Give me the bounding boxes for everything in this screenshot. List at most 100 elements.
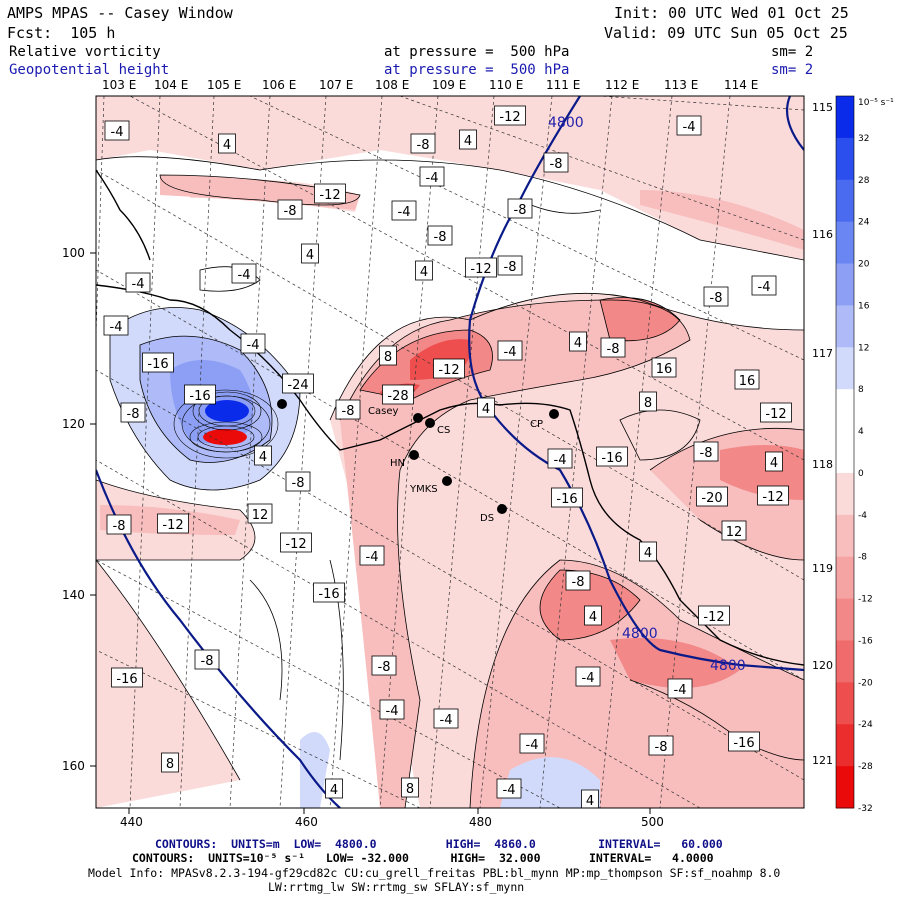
svg-text:-4: -4 <box>526 738 539 753</box>
vorticity-contour-label: -4 <box>379 699 405 720</box>
lon-label: 108 E <box>375 78 409 92</box>
svg-text:-8: -8 <box>417 138 430 153</box>
svg-text:-8: -8 <box>504 260 517 275</box>
lon-label: 105 E <box>207 78 241 92</box>
svg-text:-4: -4 <box>110 320 123 335</box>
field2-name: Geopotential height <box>9 62 170 78</box>
colorbar-label: -8 <box>858 553 867 563</box>
vorticity-contour-label: -8 <box>120 402 146 423</box>
field1-smoothing: sm= 2 <box>771 44 814 60</box>
vorticity-contour-label: -4 <box>575 666 601 687</box>
colorbar-swatch <box>836 682 854 725</box>
station-markers <box>277 399 559 514</box>
vorticity-contour-label: -4 <box>231 263 257 284</box>
forecast-hour: Fcst: 105 h <box>7 24 116 42</box>
lat-label: 115 E <box>812 101 843 114</box>
svg-text:-4: -4 <box>683 120 696 135</box>
vorticity-contour-label: -20 <box>696 486 728 507</box>
vorticity-contour-label: -12 <box>433 358 465 379</box>
x-tick-label: 500 <box>641 815 664 829</box>
svg-text:8: 8 <box>644 396 652 411</box>
vorticity-contour-label: -4 <box>103 315 129 336</box>
lon-label: 113 E <box>664 78 698 92</box>
vorticity-contour-label: -4 <box>125 272 151 293</box>
svg-text:-8: -8 <box>607 342 620 357</box>
vorticity-contour-label: -4 <box>391 200 417 221</box>
vorticity-contour-label: -12 <box>494 105 526 126</box>
colorbar-swatch <box>836 179 854 223</box>
svg-text:4: 4 <box>306 248 314 263</box>
colorbar-label: -4 <box>858 511 867 521</box>
svg-text:-8: -8 <box>655 740 668 755</box>
x-axis-labels: 440 460 480 500 <box>120 815 664 829</box>
colorbar-label: 0 <box>858 469 864 479</box>
height-label: 4800 <box>710 658 746 674</box>
vorticity-contour-label: 12 <box>721 520 747 541</box>
right-lat-labels: 115 E 116 E 117 E 118 E 119 E 120 E 121 … <box>812 101 843 767</box>
colorbar-swatch <box>836 347 854 390</box>
tight-contour-cluster <box>173 389 279 459</box>
svg-text:-4: -4 <box>132 277 145 292</box>
height-label: 4800 <box>622 626 658 642</box>
vorticity-contour-label: 12 <box>247 503 273 524</box>
svg-text:-12: -12 <box>703 610 724 625</box>
vorticity-contours <box>96 156 804 808</box>
svg-text:-4: -4 <box>386 704 399 719</box>
vorticity-contour-label: 4 <box>569 331 587 352</box>
vorticity-contour-label: -12 <box>157 513 189 534</box>
vorticity-contour-label: -8 <box>497 255 523 276</box>
y-tick-label: 140 <box>62 588 85 602</box>
station-dot <box>497 504 507 514</box>
lat-label: 121 E <box>812 754 843 767</box>
vorticity-contour-label: -16 <box>313 582 345 603</box>
model-info-physics: LW:rrtmg_lw SW:rrtmg_sw SFLAY:sf_mynn <box>268 880 525 894</box>
vorticity-contour-label: -4 <box>497 340 523 361</box>
svg-text:16: 16 <box>739 374 756 389</box>
vorticity-contour-label: 4 <box>584 605 602 626</box>
svg-text:-4: -4 <box>238 268 251 283</box>
station-label: DS <box>480 513 494 524</box>
colorbar-label: -28 <box>858 762 873 772</box>
vorticity-contour-info: CONTOURS: UNITS=10⁻⁵ s⁻¹ LOW= -32.000 HI… <box>132 851 714 865</box>
svg-text:4: 4 <box>330 783 338 798</box>
svg-text:-4: -4 <box>503 783 516 798</box>
lat-label: 118 E <box>812 458 843 471</box>
vorticity-contour-label: -16 <box>142 352 174 373</box>
colorbar-label: 16 <box>858 301 870 311</box>
vorticity-contour-label: -8 <box>648 735 674 756</box>
vorticity-contour-label: -12 <box>757 485 789 506</box>
height-contour-info: CONTOURS: UNITS=m LOW= 4800.0 HIGH= 4860… <box>155 837 723 851</box>
y-tick-label: 160 <box>62 759 85 773</box>
svg-text:-16: -16 <box>556 492 577 507</box>
svg-text:-4: -4 <box>247 338 260 353</box>
svg-text:-4: -4 <box>674 683 687 698</box>
vorticity-contour-label: -8 <box>106 514 132 535</box>
vorticity-contour-label: 4 <box>581 789 599 808</box>
vorticity-contour-label: -4 <box>496 778 522 799</box>
colorbar-label: -12 <box>858 595 873 605</box>
colorbar-swatch <box>836 221 854 265</box>
colorbar-label: 24 <box>858 218 870 228</box>
vorticity-contour-label: -4 <box>419 166 445 187</box>
vorticity-contour-label: 4 <box>765 451 783 472</box>
station-labels: Casey CS CP HN YMKS DS <box>368 406 543 524</box>
vorticity-contour-label: -8 <box>693 441 719 462</box>
svg-text:-8: -8 <box>127 407 140 422</box>
vorticity-contour-label: -8 <box>277 199 303 220</box>
svg-text:-8: -8 <box>434 230 447 245</box>
model-info: Model Info: MPASv8.2.3-194-gf29cd82c CU:… <box>88 866 781 880</box>
vorticity-contour-label: 16 <box>651 357 677 378</box>
vorticity-contour-label: -8 <box>335 399 361 420</box>
svg-text:12: 12 <box>252 508 269 523</box>
svg-text:-16: -16 <box>601 451 622 466</box>
svg-text:-20: -20 <box>701 491 722 506</box>
vorticity-contour-label: -8 <box>194 649 220 670</box>
colorbar-swatch <box>836 724 854 767</box>
svg-text:4: 4 <box>574 336 582 351</box>
vorticity-contour-label: -8 <box>371 655 397 676</box>
station-label: YMKS <box>409 484 438 495</box>
station-dot <box>409 450 419 460</box>
svg-text:-16: -16 <box>116 672 137 687</box>
colorbar-label: 20 <box>858 260 870 270</box>
